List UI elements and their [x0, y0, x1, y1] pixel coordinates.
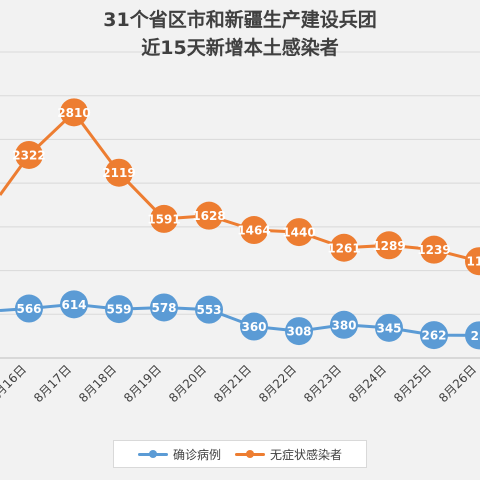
data-label: 1628: [192, 209, 225, 223]
data-point: [150, 204, 178, 233]
data-label: 1261: [327, 241, 360, 255]
data-point: [240, 216, 268, 245]
x-tick-label: 8月26日: [436, 362, 479, 405]
data-label: 553: [196, 303, 221, 317]
data-label: 2810: [57, 106, 90, 120]
x-tick-label: 8月18日: [76, 362, 119, 405]
data-label: 1591: [147, 212, 180, 226]
chart-title: 31个省区市和新疆生产建设兵团 近15天新增本土感染者: [0, 6, 480, 62]
data-point: [240, 312, 268, 341]
data-label: 25: [471, 329, 480, 343]
x-tick-label: 8月20日: [166, 362, 209, 405]
data-label: 380: [331, 318, 356, 332]
data-point: [375, 231, 403, 260]
data-label: 345: [376, 321, 401, 335]
data-label: 360: [241, 320, 266, 334]
data-point: [465, 321, 480, 350]
data-label: 2119: [102, 166, 135, 180]
data-point: [285, 317, 313, 346]
data-point: [330, 310, 358, 339]
legend-label-asymptomatic: 无症状感染者: [270, 447, 343, 462]
legend-label-confirmed: 确诊病例: [172, 447, 221, 462]
legend-swatch-asymptomatic: [235, 449, 265, 459]
data-label: 1239: [417, 243, 450, 257]
data-point: [105, 295, 133, 324]
x-tick-label: 8月22日: [256, 362, 299, 405]
data-point: [420, 235, 448, 264]
data-label: 110: [466, 255, 480, 269]
data-label: 1464: [237, 224, 270, 238]
legend: 确诊病例 无症状感染者: [113, 440, 367, 468]
x-tick-label: 8月16日: [0, 362, 29, 405]
data-label: 1440: [282, 226, 315, 240]
x-tick-label: 8月19日: [121, 362, 164, 405]
x-tick-label: 8月24日: [346, 362, 389, 405]
data-label: 566: [16, 302, 41, 316]
data-label: 559: [106, 303, 131, 317]
x-tick-label: 8月21日: [211, 362, 254, 405]
data-point: [465, 247, 480, 276]
data-point: [60, 98, 88, 127]
data-point: [60, 290, 88, 319]
data-point: [195, 201, 223, 230]
data-label: 262: [421, 329, 446, 343]
data-label: 614: [61, 298, 86, 312]
data-point: [195, 295, 223, 324]
chart-title-line-2: 近15天新增本土感染者: [141, 37, 339, 59]
data-label: 1289: [372, 239, 405, 253]
data-point: [420, 321, 448, 350]
data-point: [375, 313, 403, 342]
data-label: 2322: [12, 148, 45, 162]
data-point: [150, 293, 178, 322]
data-point: [330, 233, 358, 262]
x-tick-label: 8月25日: [391, 362, 434, 405]
data-point: [105, 158, 133, 187]
data-point: [285, 218, 313, 247]
legend-swatch-confirmed: [137, 449, 168, 459]
legend-item-asymptomatic: 无症状感染者: [235, 446, 342, 463]
x-tick-label: 8月23日: [301, 362, 344, 405]
data-point: [15, 294, 43, 323]
legend-item-confirmed: 确诊病例: [137, 446, 221, 463]
data-point: [15, 140, 43, 169]
chart-title-line-1: 31个省区市和新疆生产建设兵团: [103, 9, 377, 31]
data-label: 308: [286, 325, 311, 339]
x-tick-label: 8月17日: [31, 362, 74, 405]
data-label: 578: [151, 301, 176, 315]
